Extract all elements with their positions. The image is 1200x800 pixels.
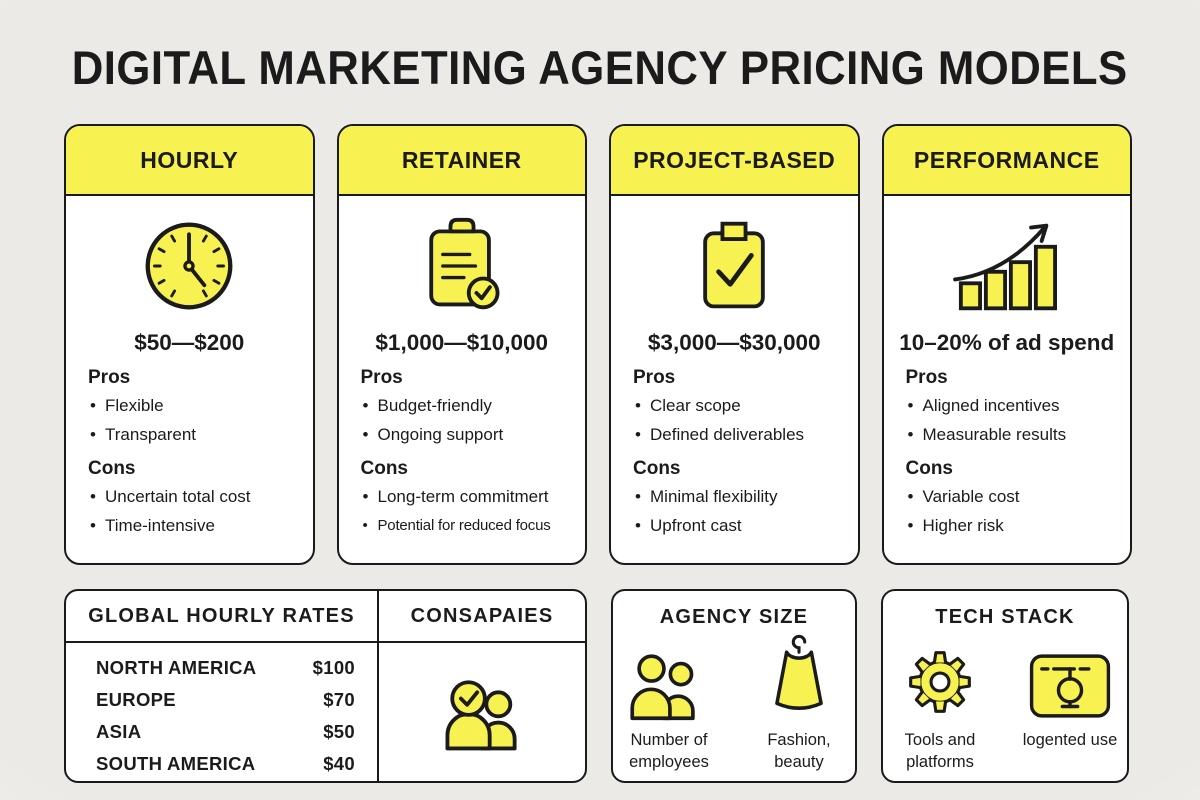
- card-performance-price: 10–20% of ad spend: [899, 330, 1115, 355]
- pro-item: Defined deliverables: [633, 420, 852, 449]
- region-cell: NORTH AMERICA: [96, 657, 257, 678]
- con-item: Higher risk: [906, 511, 1125, 540]
- people-icon: [623, 631, 715, 721]
- item-label: Number of employees: [629, 731, 709, 771]
- pro-item: Clear scope: [633, 391, 852, 420]
- rate-cell: $40: [323, 753, 355, 774]
- card-retainer-header: RETAINER: [338, 126, 585, 196]
- pro-item: Ongoing support: [361, 420, 580, 449]
- card-retainer: RETAINER $1,000—$10,000 Pros: [336, 124, 587, 565]
- rate-cell: $70: [323, 689, 355, 710]
- cons-list: Minimal flexibility Upfront cast: [633, 482, 852, 540]
- rates-table: NORTH AMERICA $100 EUROPE $70 ASIA $50 S…: [66, 643, 379, 781]
- card-project-based-price: $3,000—$30,000: [647, 330, 821, 355]
- con-item: Uncertain total cost: [88, 482, 307, 511]
- clipboard-list-check-icon: [339, 208, 586, 324]
- rate-cell: $100: [312, 657, 355, 678]
- gear-icon: [901, 631, 979, 721]
- cons-label: Cons: [360, 458, 409, 479]
- card-performance: PERFORMANCE 10–20% of ad spend Pros: [881, 124, 1132, 565]
- cons-list: Long-term commitmert Potential for reduc…: [361, 482, 580, 540]
- cons-list: Uncertain total cost Time-intensive: [88, 482, 307, 540]
- tech-stack-item: Tools and platforms: [884, 631, 996, 774]
- global-rates-panel: GLOBAL HOURLY RATES CONSAPAIES NORTH AME…: [64, 589, 587, 783]
- clock-icon: [66, 208, 313, 324]
- pros-label: Pros: [905, 367, 948, 388]
- con-item: Long-term commitmert: [361, 482, 580, 511]
- con-item: Variable cost: [906, 482, 1125, 511]
- global-rates-title: GLOBAL HOURLY RATES: [66, 591, 379, 643]
- agency-size-item: Number of employees: [613, 631, 725, 774]
- item-label: Fashion, beauty: [767, 731, 831, 771]
- page-title: DIGITAL MARKETING AGENCY PRICING MODELS: [72, 41, 1128, 94]
- pro-item: Transparent: [88, 420, 307, 449]
- pro-item: Measurable results: [906, 420, 1125, 449]
- con-item: Time-intensive: [88, 511, 307, 540]
- card-hourly-header: HOURLY: [66, 126, 313, 196]
- table-row: ASIA $50: [96, 716, 355, 748]
- table-row: NORTH AMERICA $100: [96, 652, 355, 684]
- con-item: Upfront cast: [633, 511, 852, 540]
- pros-list: Aligned incentives Measurable results: [906, 391, 1125, 449]
- table-row: SOUTH AMERICA $40: [96, 748, 355, 780]
- pricing-cards-row: HOURLY: [64, 124, 1132, 565]
- pros-label: Pros: [360, 367, 403, 388]
- clipboard-check-icon: [611, 208, 858, 324]
- card-project-based: PROJECT-BASED $3,000—$30,000 Pros Clear …: [609, 124, 860, 565]
- table-row: EUROPE $70: [96, 684, 355, 716]
- pros-list: Flexible Transparent: [88, 391, 307, 449]
- pro-item: Flexible: [88, 391, 307, 420]
- pro-item: Budget-friendly: [361, 391, 580, 420]
- cons-label: Cons: [88, 458, 136, 479]
- tech-stack-item: logented use: [1014, 631, 1126, 774]
- region-cell: ASIA: [96, 721, 142, 742]
- item-label: Tools and platforms: [904, 731, 976, 771]
- pro-item: Aligned incentives: [906, 391, 1125, 420]
- item-label: logented use: [1022, 731, 1118, 749]
- cons-list: Variable cost Higher risk: [906, 482, 1125, 540]
- card-performance-header: PERFORMANCE: [883, 126, 1130, 196]
- people-check-icon: [379, 643, 585, 781]
- tech-stack-title: TECH STACK: [935, 606, 1075, 628]
- tech-stack-panel: TECH STACK: [881, 589, 1129, 783]
- pros-label: Pros: [633, 367, 676, 388]
- pros-label: Pros: [88, 367, 131, 388]
- con-item: Potential for reduced focus: [361, 511, 580, 540]
- region-cell: SOUTH AMERICA: [96, 753, 256, 774]
- agency-size-title: AGENCY SIZE: [659, 606, 809, 628]
- agency-size-item: Fashion, beauty: [743, 631, 855, 774]
- card-project-based-header: PROJECT-BASED: [611, 126, 858, 196]
- cons-label: Cons: [633, 458, 681, 479]
- card-hourly: HOURLY: [64, 124, 315, 565]
- dress-icon: [759, 631, 839, 721]
- browser-screen-icon: [1027, 631, 1113, 721]
- pros-list: Budget-friendly Ongoing support: [361, 391, 580, 449]
- pros-list: Clear scope Defined deliverables: [633, 391, 852, 449]
- agency-size-panel: AGENCY SIZE Number of employees: [611, 589, 857, 783]
- card-retainer-price: $1,000—$10,000: [375, 330, 549, 355]
- consapaies-title: CONSAPAIES: [379, 591, 585, 643]
- rate-cell: $50: [323, 721, 355, 742]
- growth-bars-arrow-icon: [884, 208, 1131, 324]
- card-hourly-price: $50—$200: [134, 330, 245, 355]
- con-item: Minimal flexibility: [633, 482, 852, 511]
- region-cell: EUROPE: [96, 689, 176, 710]
- cons-label: Cons: [905, 458, 954, 479]
- bottom-panels-row: GLOBAL HOURLY RATES CONSAPAIES NORTH AME…: [64, 589, 1132, 783]
